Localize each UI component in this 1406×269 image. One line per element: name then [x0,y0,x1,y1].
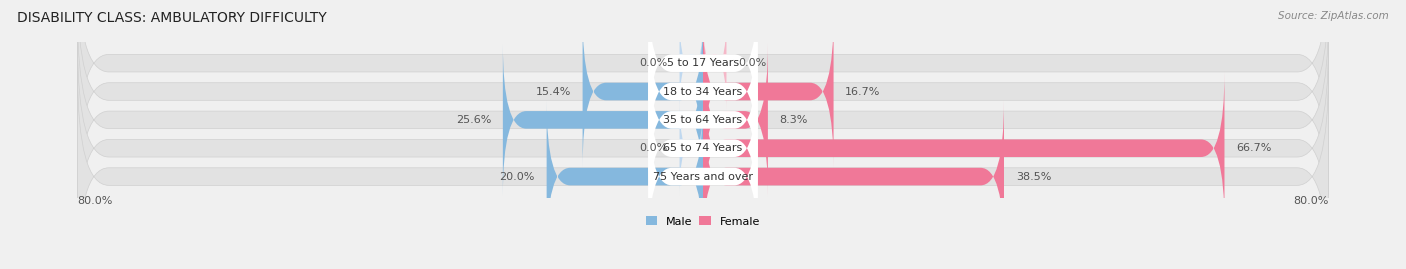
Text: 20.0%: 20.0% [499,172,534,182]
Text: 0.0%: 0.0% [640,143,668,153]
FancyBboxPatch shape [679,15,703,111]
Text: 38.5%: 38.5% [1015,172,1052,182]
FancyBboxPatch shape [77,0,1329,168]
FancyBboxPatch shape [582,15,703,168]
Text: 80.0%: 80.0% [1294,196,1329,206]
Text: 16.7%: 16.7% [845,87,880,97]
FancyBboxPatch shape [77,0,1329,196]
Text: Source: ZipAtlas.com: Source: ZipAtlas.com [1278,11,1389,21]
FancyBboxPatch shape [703,15,727,111]
Text: 25.6%: 25.6% [456,115,491,125]
FancyBboxPatch shape [503,44,703,196]
FancyBboxPatch shape [703,44,768,196]
Text: 15.4%: 15.4% [536,87,571,97]
Text: 5 to 17 Years: 5 to 17 Years [666,58,740,68]
FancyBboxPatch shape [547,100,703,253]
FancyBboxPatch shape [703,100,1004,253]
FancyBboxPatch shape [77,72,1329,269]
Text: 65 to 74 Years: 65 to 74 Years [664,143,742,153]
FancyBboxPatch shape [648,0,758,139]
FancyBboxPatch shape [703,72,1225,225]
FancyBboxPatch shape [703,15,834,168]
FancyBboxPatch shape [648,72,758,225]
Text: 18 to 34 Years: 18 to 34 Years [664,87,742,97]
Text: 8.3%: 8.3% [779,115,808,125]
FancyBboxPatch shape [77,15,1329,225]
FancyBboxPatch shape [648,100,758,253]
FancyBboxPatch shape [679,100,703,196]
FancyBboxPatch shape [648,44,758,196]
Text: 35 to 64 Years: 35 to 64 Years [664,115,742,125]
Text: 75 Years and over: 75 Years and over [652,172,754,182]
Text: 0.0%: 0.0% [640,58,668,68]
Text: 0.0%: 0.0% [738,58,766,68]
FancyBboxPatch shape [77,44,1329,253]
FancyBboxPatch shape [648,15,758,168]
Text: 80.0%: 80.0% [77,196,112,206]
Text: DISABILITY CLASS: AMBULATORY DIFFICULTY: DISABILITY CLASS: AMBULATORY DIFFICULTY [17,11,326,25]
Legend: Male, Female: Male, Female [647,216,759,226]
Text: 66.7%: 66.7% [1236,143,1271,153]
